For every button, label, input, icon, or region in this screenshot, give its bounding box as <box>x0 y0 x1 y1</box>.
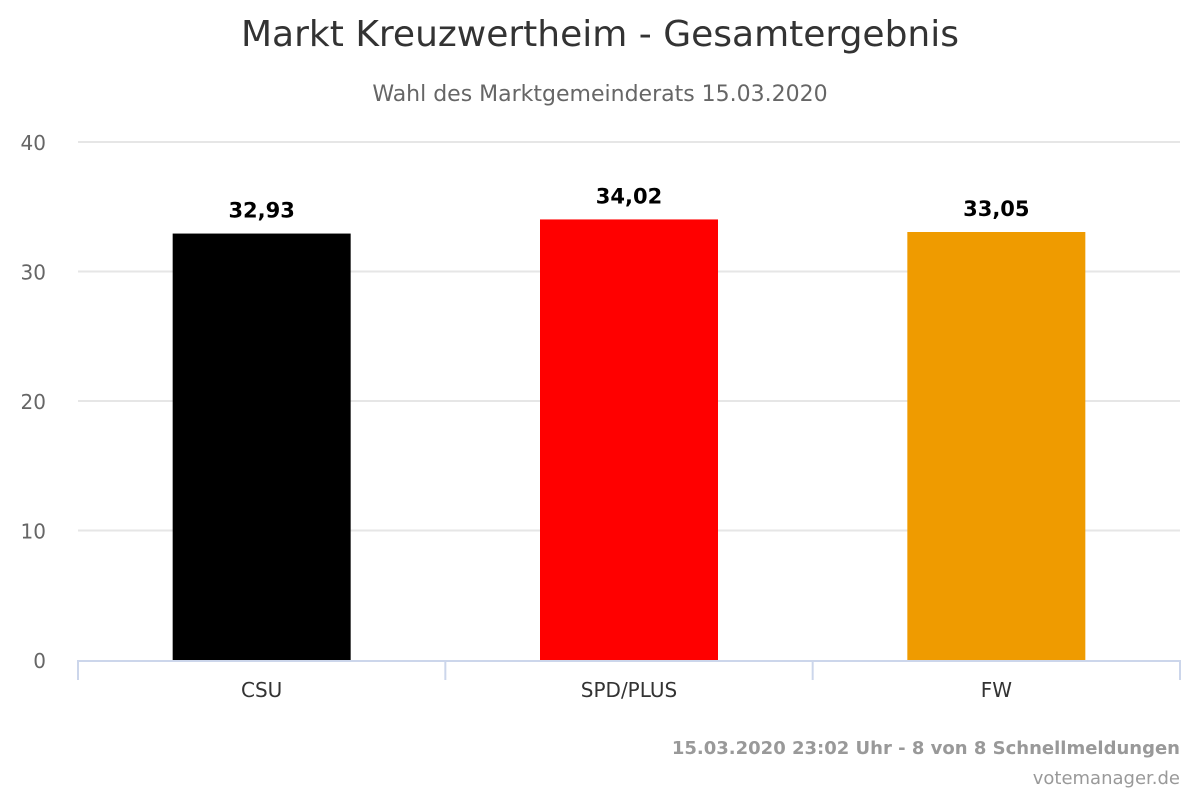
x-tick-label: CSU <box>241 678 282 702</box>
y-tick-label: 30 <box>21 261 46 285</box>
chart-subtitle: Wahl des Marktgemeinderats 15.03.2020 <box>372 82 828 107</box>
data-labels: 32,93 34,02 33,05 <box>228 184 1029 222</box>
x-tick-label: SPD/PLUS <box>581 678 677 702</box>
chart-title: Markt Kreuzwertheim - Gesamtergebnis <box>240 14 959 55</box>
y-tick-label: 0 <box>33 649 46 673</box>
data-label: 34,02 <box>596 184 662 208</box>
bar-fw[interactable] <box>907 232 1086 660</box>
x-tick-label: FW <box>981 678 1013 702</box>
bar-spd-plus[interactable] <box>540 219 718 661</box>
credits-source[interactable]: votemanager.de <box>1032 768 1180 789</box>
bars <box>172 219 1086 661</box>
credits-date-line: 15.03.2020 23:02 Uhr - 8 von 8 Schnellme… <box>671 738 1180 759</box>
bar-csu[interactable] <box>172 233 351 660</box>
y-tick-label: 10 <box>21 520 46 544</box>
y-axis-ticks: 0 10 20 30 40 <box>21 131 46 673</box>
x-axis: CSU SPD/PLUS FW <box>77 660 1181 702</box>
data-label: 33,05 <box>963 197 1029 221</box>
y-tick-label: 40 <box>21 131 46 155</box>
data-label: 32,93 <box>228 199 294 223</box>
y-tick-label: 20 <box>21 390 46 414</box>
